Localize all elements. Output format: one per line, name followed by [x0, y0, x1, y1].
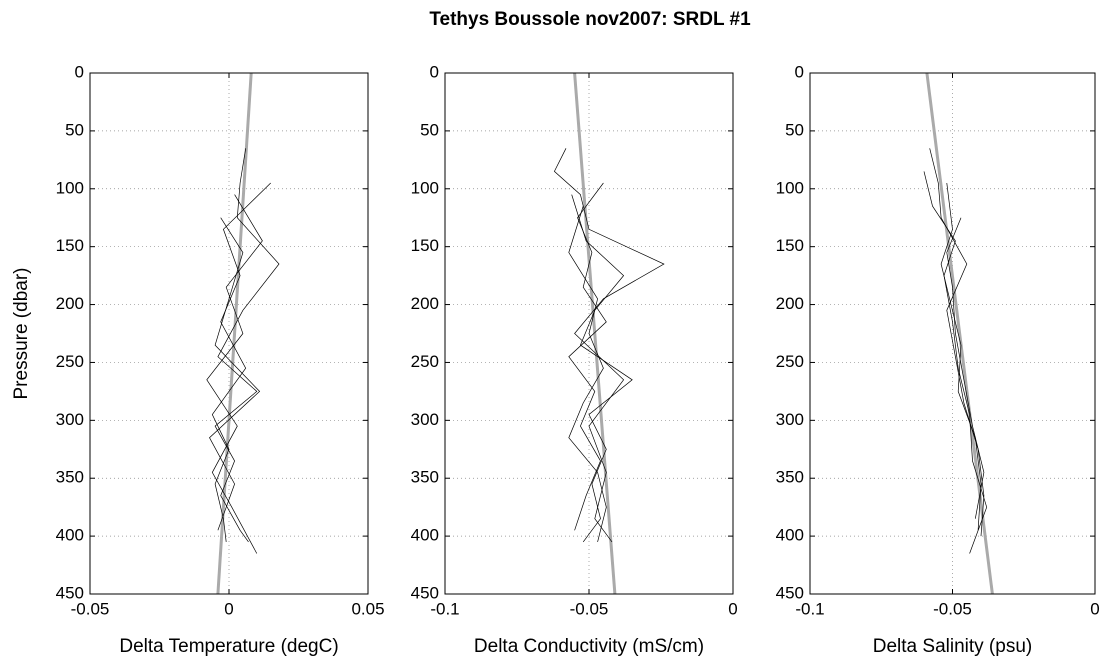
profile-line — [946, 217, 985, 519]
y-tick-label: 0 — [795, 62, 804, 81]
y-tick-label: 300 — [411, 410, 439, 429]
y-tick-label: 250 — [776, 352, 804, 371]
y-tick-label: 300 — [56, 410, 84, 429]
y-tick-label: 400 — [776, 526, 804, 545]
y-tick-label: 150 — [411, 236, 439, 255]
profile-line — [929, 148, 985, 537]
y-tick-label: 50 — [420, 120, 439, 139]
y-tick-label: 250 — [56, 352, 84, 371]
y-axis-label: Pressure (dbar) — [11, 268, 32, 400]
y-tick-label: 100 — [776, 178, 804, 197]
y-tick-label: 350 — [411, 468, 439, 487]
profile-line — [571, 194, 633, 543]
x-axis-label: Delta Conductivity (mS/cm) — [474, 636, 704, 657]
x-tick-label: 0 — [1090, 599, 1099, 618]
profile-line — [925, 72, 994, 595]
y-tick-label: 150 — [56, 236, 84, 255]
y-tick-label: 50 — [65, 120, 84, 139]
y-tick-label: 200 — [56, 294, 84, 313]
x-tick-label: 0 — [728, 599, 737, 618]
x-tick-label: 0.05 — [351, 599, 384, 618]
profile-line — [940, 182, 982, 531]
profile-line — [923, 171, 988, 554]
x-tick-label: 0 — [224, 599, 233, 618]
profile-line — [568, 205, 607, 542]
y-tick-label: 400 — [56, 526, 84, 545]
profile-line — [209, 217, 261, 531]
x-tick-label: -0.05 — [570, 599, 609, 618]
x-tick-label: -0.05 — [933, 599, 972, 618]
plot-frame — [89, 72, 369, 595]
y-tick-label: 450 — [56, 583, 84, 602]
y-tick-label: 0 — [75, 62, 84, 81]
y-tick-label: 100 — [56, 178, 84, 197]
y-tick-label: 400 — [411, 526, 439, 545]
x-tick-label: -0.1 — [795, 599, 824, 618]
x-tick-label: -0.05 — [71, 599, 110, 618]
x-axis-label: Delta Salinity (psu) — [873, 636, 1032, 657]
y-tick-label: 250 — [411, 352, 439, 371]
y-tick-label: 0 — [430, 62, 439, 81]
y-tick-label: 450 — [776, 583, 804, 602]
plot-frame — [809, 72, 1096, 595]
profile-line — [206, 194, 263, 554]
y-tick-label: 50 — [785, 120, 804, 139]
plot-frame — [444, 72, 734, 595]
y-tick-label: 450 — [411, 583, 439, 602]
profile-line — [568, 182, 607, 531]
profile-line — [214, 148, 280, 543]
profile-line — [211, 182, 271, 542]
y-tick-label: 350 — [776, 468, 804, 487]
y-tick-label: 200 — [411, 294, 439, 313]
y-tick-label: 350 — [56, 468, 84, 487]
y-tick-label: 300 — [776, 410, 804, 429]
y-tick-label: 150 — [776, 236, 804, 255]
profile-line — [573, 72, 617, 595]
x-tick-label: -0.1 — [430, 599, 459, 618]
y-tick-label: 200 — [776, 294, 804, 313]
x-axis-label: Delta Temperature (degC) — [119, 636, 338, 657]
y-tick-label: 100 — [411, 178, 439, 197]
profile-line — [553, 148, 665, 543]
figure-title: Tethys Boussole nov2007: SRDL #1 — [429, 9, 751, 30]
profile-line — [216, 72, 253, 595]
